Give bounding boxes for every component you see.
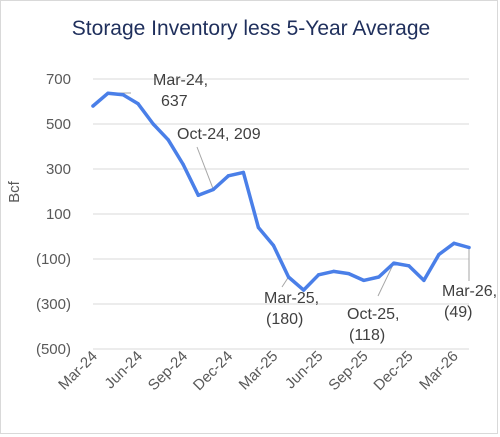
x-tick-label: Jun-25 (282, 348, 326, 392)
data-point (121, 93, 124, 96)
annotation-label: Mar-25, (264, 290, 319, 307)
data-point (212, 188, 215, 191)
series-line (93, 93, 469, 290)
y-axis-title: Bcf (6, 180, 23, 203)
data-point (106, 92, 109, 95)
y-tick-label: 500 (46, 116, 71, 133)
data-point (317, 273, 320, 276)
data-point (272, 244, 275, 247)
annotation-leaders (108, 93, 469, 296)
y-tick-labels: 700 500 300 100 (100) (300) (500) (36, 71, 71, 358)
annotation-value: (180) (266, 311, 303, 328)
data-point (152, 122, 155, 125)
chart-title: Storage Inventory less 5-Year Average (72, 17, 430, 40)
y-tick-label: (500) (36, 341, 71, 358)
data-point (347, 272, 350, 275)
data-point (167, 138, 170, 141)
x-tick-label: Sep-24 (145, 348, 191, 394)
x-tick-label: Dec-24 (190, 348, 236, 394)
annotation-label: Oct-24, 209 (177, 126, 261, 143)
annotation-value: 637 (161, 93, 188, 110)
series-layer (91, 92, 470, 292)
annotation-leader (197, 147, 213, 189)
data-point (362, 279, 365, 282)
annotation-value: (49) (444, 304, 472, 321)
x-tick-label: Sep-25 (325, 348, 371, 394)
y-tick-label: (100) (36, 251, 71, 268)
data-point (287, 275, 290, 278)
data-point (91, 104, 94, 107)
annotation-value: (118) (349, 327, 385, 344)
annotation-leader (378, 263, 394, 296)
y-tick-label: 300 (46, 161, 71, 178)
y-tick-label: (300) (36, 296, 71, 313)
data-point (182, 163, 185, 166)
data-point (452, 242, 455, 245)
data-point (332, 270, 335, 273)
x-tick-label: Mar-26 (416, 348, 462, 394)
annotation-label: Mar-26, (442, 283, 497, 300)
x-tick-label: Jun-24 (101, 348, 145, 392)
data-point (227, 174, 230, 177)
annotation-label: Mar-24, (153, 72, 208, 89)
data-point (257, 226, 260, 229)
y-tick-label: 100 (46, 206, 71, 223)
annotations: Mar-24, 637 Oct-24, 209 Mar-25, (180) Oct-25,… (153, 72, 497, 344)
data-point (392, 261, 395, 264)
y-tick-label: 700 (46, 71, 71, 88)
x-tick-label: Mar-25 (236, 348, 282, 394)
annotation-label: Oct-25, (347, 306, 399, 323)
annotation-leader (282, 277, 289, 287)
data-point (377, 275, 380, 278)
data-point (437, 253, 440, 256)
data-point (137, 102, 140, 105)
x-tick-label: Dec-25 (370, 348, 416, 394)
data-point (407, 264, 410, 267)
data-point (467, 246, 470, 249)
data-point (197, 194, 200, 197)
data-point (242, 171, 245, 174)
data-point (422, 279, 425, 282)
